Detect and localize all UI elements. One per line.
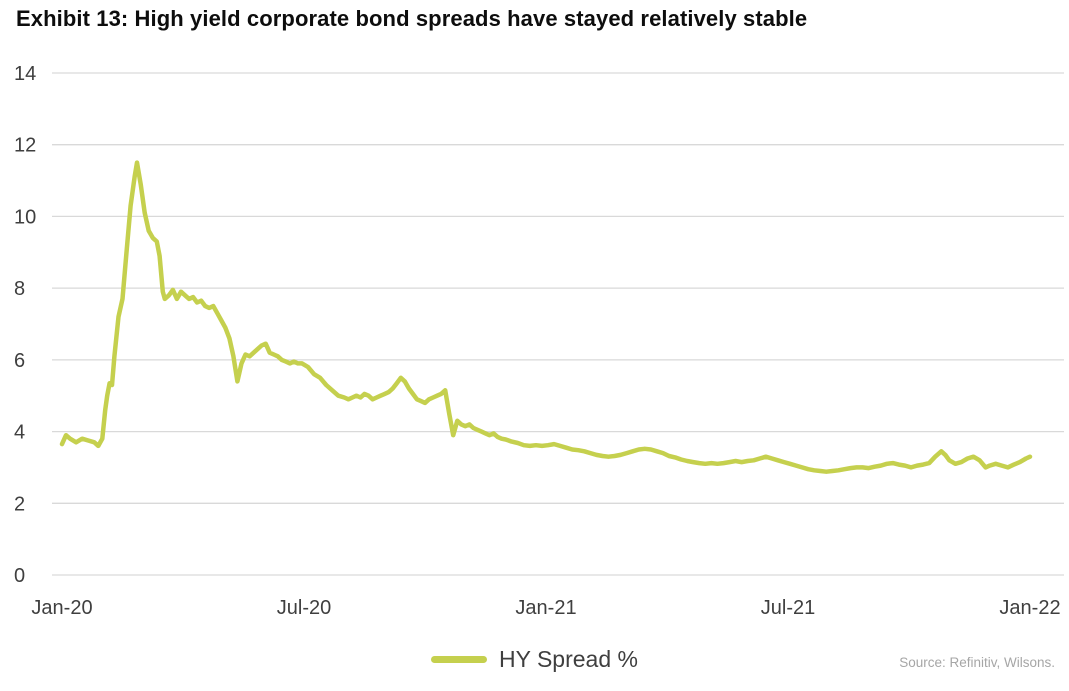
y-tick-label: 2 <box>14 493 25 515</box>
hy-spread-line <box>59 160 1033 474</box>
y-tick-label: 4 <box>14 422 25 444</box>
y-tick-label: 8 <box>14 278 25 300</box>
x-tick-label: Jan-20 <box>31 597 92 619</box>
chart-title: Exhibit 13: High yield corporate bond sp… <box>16 6 808 31</box>
legend-line-swatch <box>431 656 488 663</box>
y-tick-label: 10 <box>14 206 36 228</box>
chart-legend: HY Spread % <box>0 646 1069 673</box>
y-tick-label: 12 <box>14 135 36 157</box>
y-tick-label: 0 <box>14 565 25 587</box>
y-tick-label: 14 <box>14 63 36 85</box>
y-tick-label: 6 <box>14 350 25 372</box>
x-tick-label: Jan-21 <box>515 597 576 619</box>
legend-label: HY Spread % <box>499 646 638 672</box>
x-tick-label: Jan-22 <box>999 597 1060 619</box>
x-tick-label: Jul-21 <box>761 597 815 619</box>
x-tick-label: Jul-20 <box>277 597 331 619</box>
source-attribution: Source: Refinitiv, Wilsons. <box>899 655 1055 670</box>
